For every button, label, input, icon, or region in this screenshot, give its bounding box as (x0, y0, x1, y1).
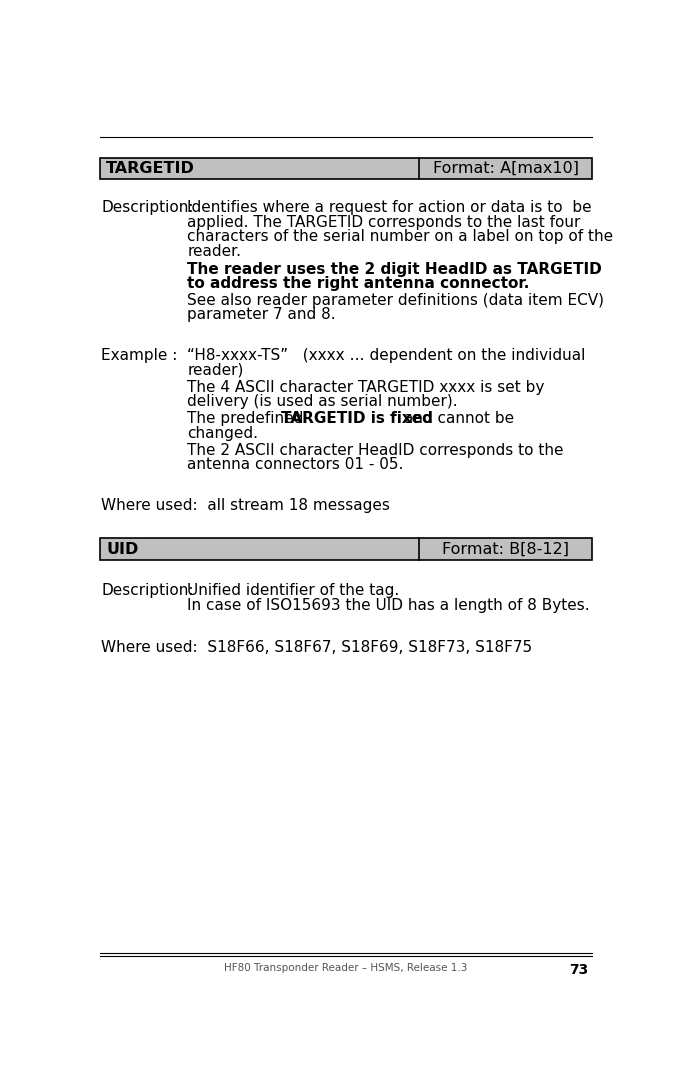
Bar (100, 158, 592, 179)
Text: TARGETID is fixed: TARGETID is fixed (281, 411, 433, 427)
Text: The predefined: The predefined (188, 411, 308, 427)
Text: HF80 Transponder Reader – HSMS, Release 1.3: HF80 Transponder Reader – HSMS, Release … (224, 962, 467, 972)
Text: reader.: reader. (188, 244, 242, 259)
Text: Description:: Description: (101, 201, 194, 215)
Text: applied. The TARGETID corresponds to the last four: applied. The TARGETID corresponds to the… (188, 215, 580, 230)
Text: UID: UID (106, 541, 138, 556)
Text: parameter 7 and 8.: parameter 7 and 8. (188, 308, 336, 322)
Text: Unified identifier of the tag.: Unified identifier of the tag. (188, 583, 400, 598)
Text: The 2 ASCII character HeadID corresponds to the: The 2 ASCII character HeadID corresponds… (188, 443, 564, 458)
Text: Where used:  all stream 18 messages: Where used: all stream 18 messages (101, 499, 390, 513)
Text: and cannot be: and cannot be (399, 411, 514, 427)
Text: Identifies where a request for action or data is to  be: Identifies where a request for action or… (188, 201, 592, 215)
Text: to address the right antenna connector.: to address the right antenna connector. (188, 276, 530, 291)
Text: delivery (is used as serial number).: delivery (is used as serial number). (188, 394, 458, 409)
Text: changed.: changed. (188, 425, 259, 441)
Text: antenna connectors 01 - 05.: antenna connectors 01 - 05. (188, 457, 404, 472)
Text: The reader uses the 2 digit HeadID as TARGETID: The reader uses the 2 digit HeadID as TA… (188, 262, 602, 277)
Text: characters of the serial number on a label on top of the: characters of the serial number on a lab… (188, 229, 614, 244)
Text: Where used:  S18F66, S18F67, S18F69, S18F73, S18F75: Where used: S18F66, S18F67, S18F69, S18F… (101, 640, 533, 655)
Bar (100, 538, 592, 560)
Text: Description:: Description: (101, 583, 194, 598)
Text: In case of ISO15693 the UID has a length of 8 Bytes.: In case of ISO15693 the UID has a length… (188, 598, 590, 612)
Text: The 4 ASCII character TARGETID xxxx is set by: The 4 ASCII character TARGETID xxxx is s… (188, 380, 545, 395)
Text: Example :: Example : (101, 348, 178, 363)
Text: TARGETID: TARGETID (106, 161, 195, 176)
Text: 73: 73 (569, 962, 588, 976)
Text: reader): reader) (188, 362, 244, 377)
Text: See also reader parameter definitions (data item ECV): See also reader parameter definitions (d… (188, 292, 604, 308)
Text: Format: B[8-12]: Format: B[8-12] (442, 541, 569, 556)
Text: “H8-xxxx-TS”   (xxxx … dependent on the individual: “H8-xxxx-TS” (xxxx … dependent on the in… (188, 348, 586, 363)
Text: Format: A[max10]: Format: A[max10] (433, 161, 578, 176)
